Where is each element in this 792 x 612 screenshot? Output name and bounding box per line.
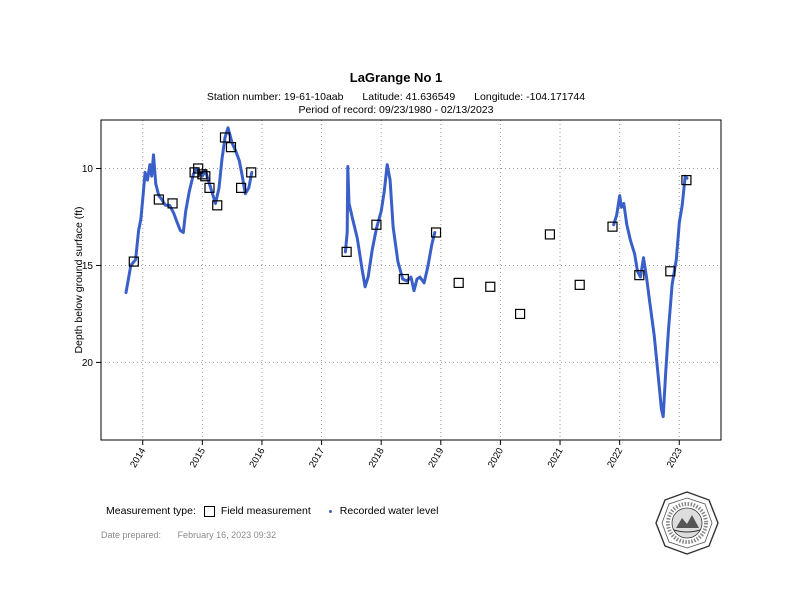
legend: Measurement type: Field measurement Reco… [106, 505, 438, 517]
field-measurement-point [197, 169, 208, 180]
state-engineer-seal-icon [655, 491, 719, 555]
grid-lines [101, 120, 721, 440]
date-prepared: Date prepared: February 16, 2023 09:32 [101, 530, 276, 540]
field-measurement-point [219, 132, 231, 143]
field-measurement-point [212, 200, 223, 211]
date-prepared-value: February 16, 2023 09:32 [177, 530, 277, 540]
field-measurement-point [341, 246, 352, 257]
plot-frame [100, 119, 722, 441]
field-measurement-point [514, 308, 526, 320]
field-measurement-point [398, 273, 409, 285]
y-tick-label: 10 [82, 164, 94, 175]
field-measurement-point [204, 182, 215, 193]
field-measurement-point [607, 221, 618, 232]
field-measurement-point [665, 266, 676, 277]
field-measurement-point [200, 171, 211, 182]
field-measurement-point [225, 142, 237, 153]
field-measurement-point [153, 194, 164, 205]
field-measurement-point [544, 229, 556, 240]
x-tick-label: 2014 [128, 446, 148, 470]
x-tick-label: 2019 [426, 446, 446, 470]
x-tick-label: 2016 [247, 446, 267, 470]
legend-field-label: Field measurement [220, 505, 311, 517]
field-measurement-point [189, 167, 200, 178]
field-measurement-point [574, 279, 585, 290]
field-measurement-point [485, 281, 496, 292]
x-tick-label: 2023 [665, 446, 685, 470]
field-measurement-point [634, 270, 645, 281]
chart-title: LaGrange No 1 [349, 70, 443, 85]
x-tick-label: 2017 [307, 446, 327, 470]
recorded-water-level-series [124, 126, 689, 419]
longitude: Longitude: -104.171744 [474, 91, 586, 103]
recorded-water-level-line [343, 163, 437, 293]
legend-recorded-label: Recorded water level [339, 505, 439, 517]
x-tick-label: 2018 [367, 446, 387, 470]
x-tick-label: 2021 [546, 446, 566, 470]
y-axis-label: Depth below ground surface (ft) [73, 206, 85, 353]
x-tick-label: 2020 [486, 446, 506, 470]
x-tick-label: 2022 [605, 446, 625, 470]
legend-title: Measurement type: [106, 505, 196, 517]
y-tick-label: 15 [82, 261, 94, 272]
period-of-record: Period of record: 09/23/1980 - 02/13/202… [298, 104, 494, 116]
field-measurement-point [235, 182, 247, 193]
field-measurement-point [246, 167, 257, 178]
field-measurement-legend-icon [203, 505, 215, 517]
field-measurement-point [430, 227, 442, 238]
field-measurement-point [371, 219, 382, 230]
field-measurement-point [453, 277, 464, 289]
field-measurement-point [128, 256, 139, 267]
station-number: Station number: 19-61-10aab [206, 91, 344, 103]
y-tick-label: 20 [82, 358, 94, 369]
station-info: Station number: 19-61-10aab Latitude: 41… [0, 91, 792, 103]
recorded-water-level-line [612, 174, 689, 419]
field-measurement-point [167, 198, 178, 209]
recorded-level-legend-icon [328, 509, 332, 513]
latitude: Latitude: 41.636549 [362, 91, 456, 103]
recorded-water-level-line [124, 126, 254, 295]
field-measurement-point [681, 175, 692, 186]
x-tick-label: 2015 [188, 446, 208, 470]
date-prepared-label: Date prepared: [101, 530, 162, 540]
field-measurement-series [128, 132, 692, 320]
